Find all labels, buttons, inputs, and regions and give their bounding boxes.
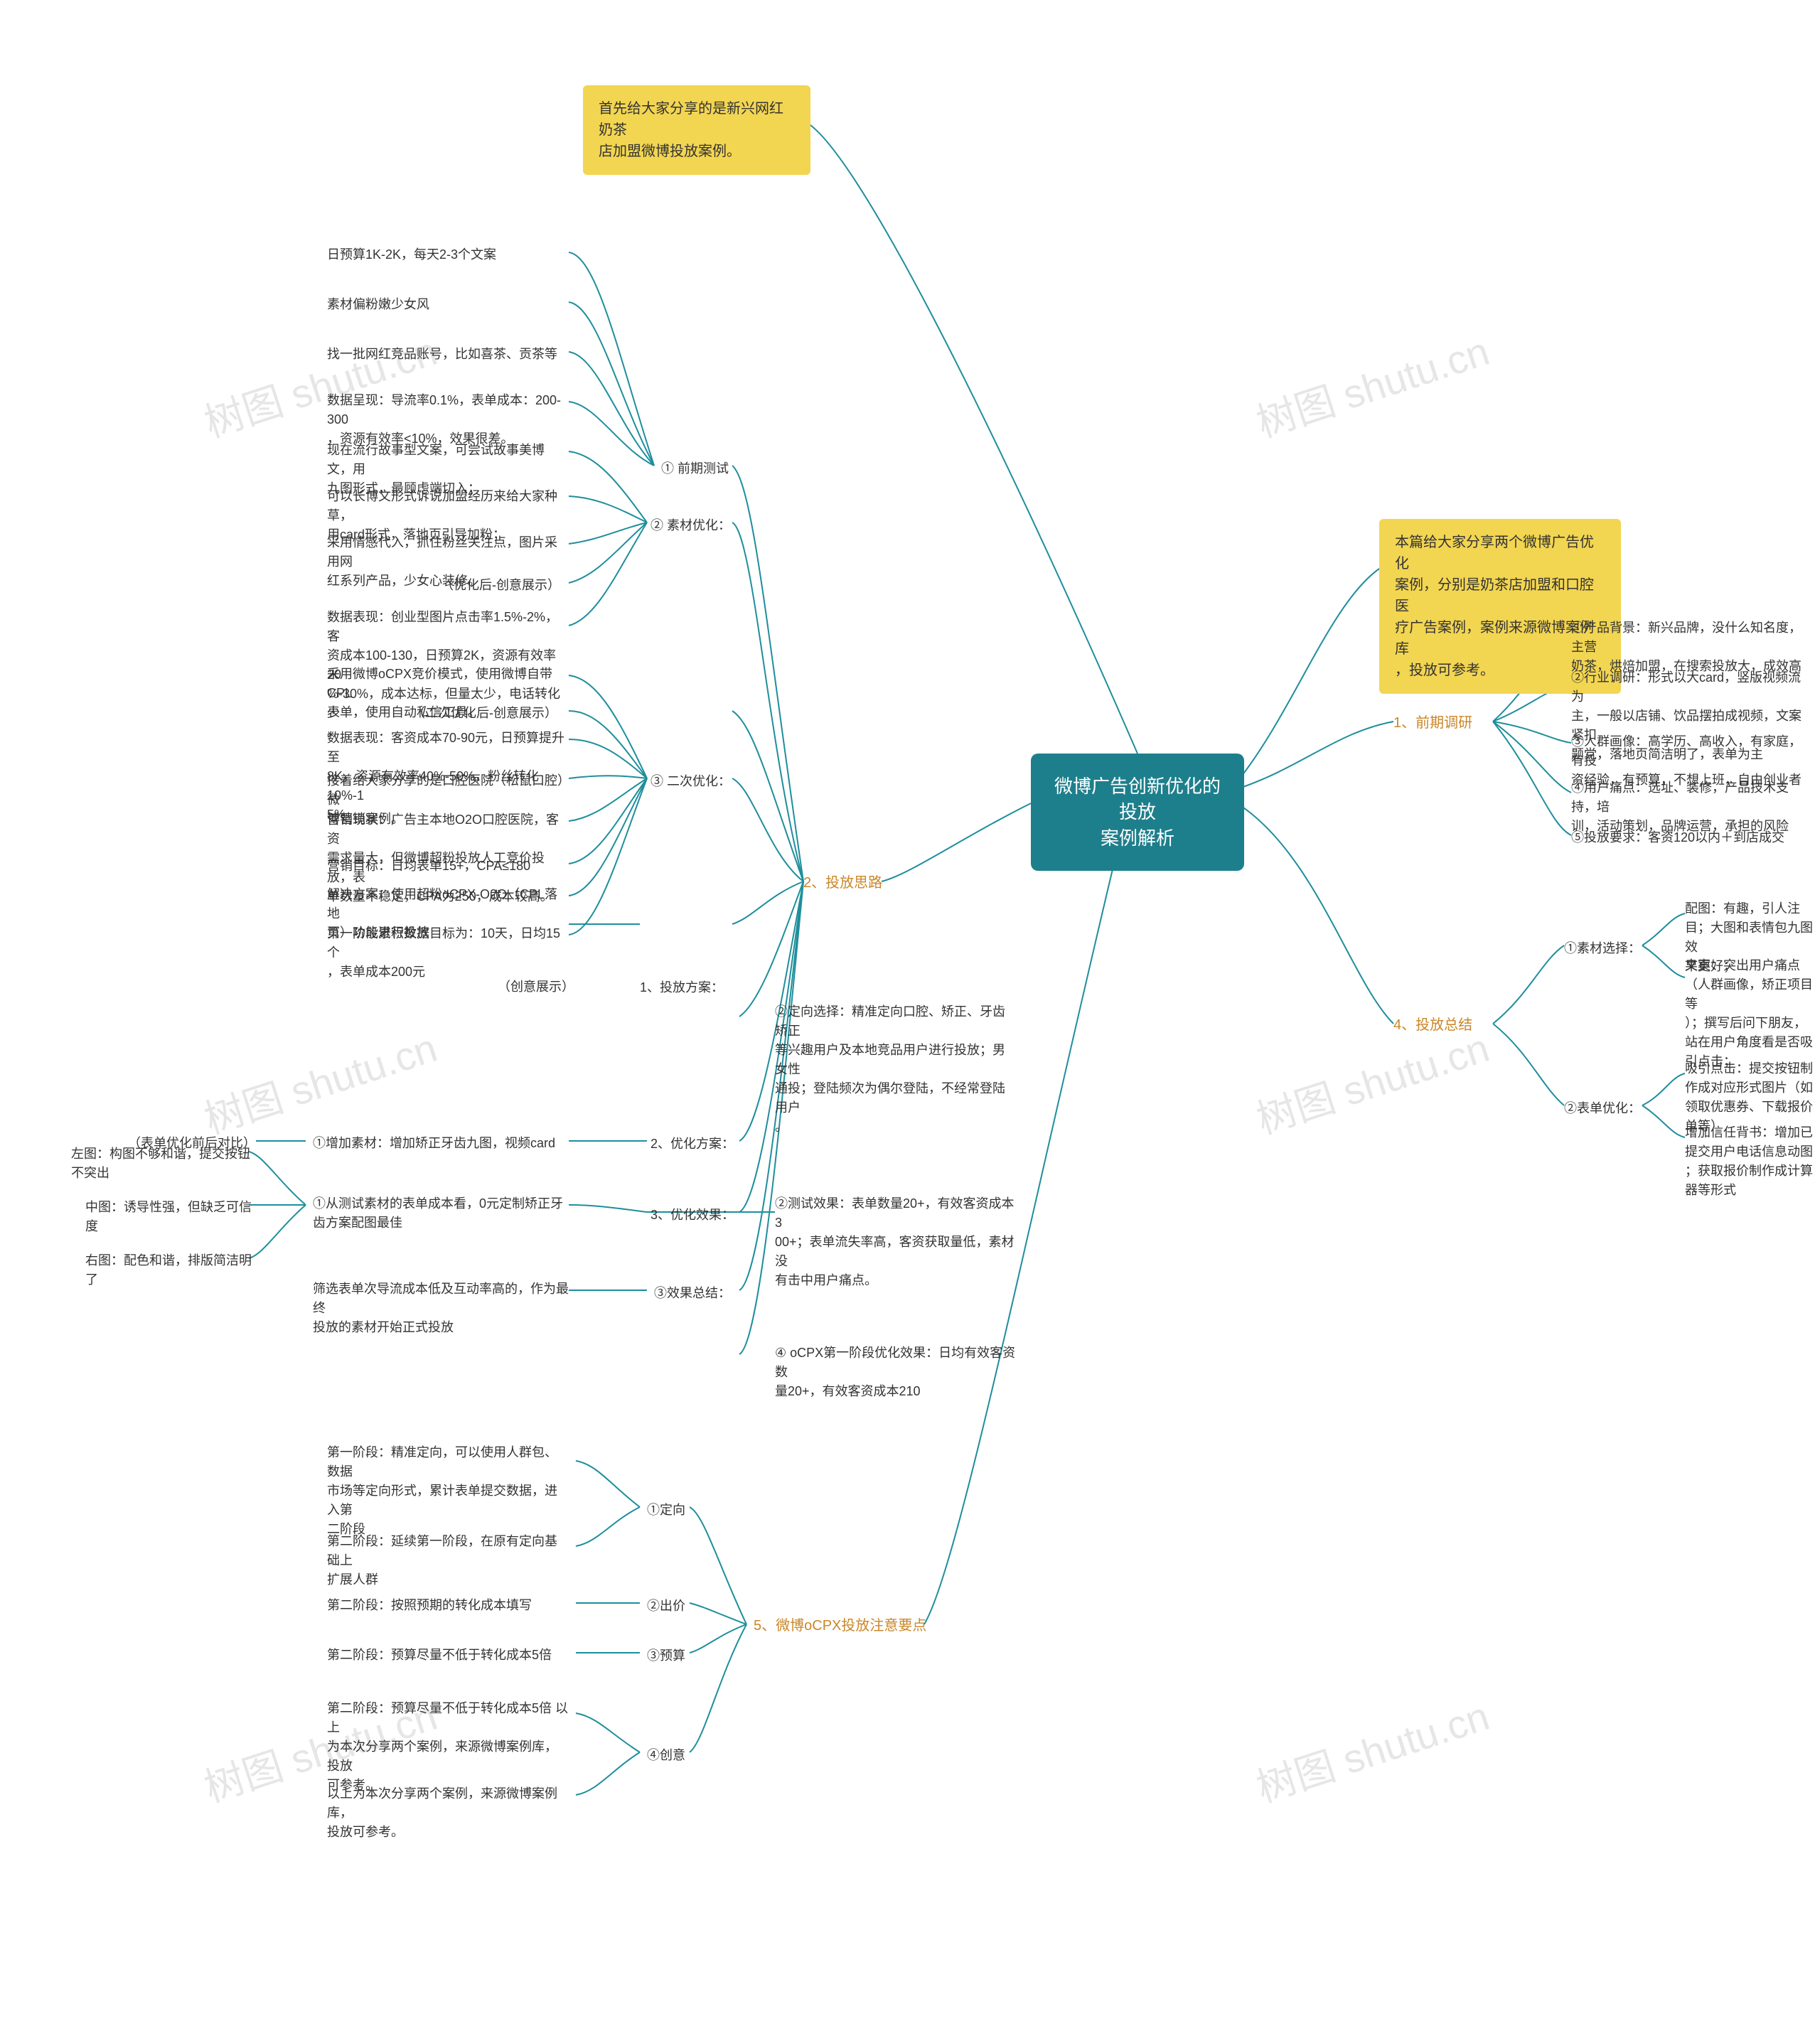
leaf: 找一批网红竞品账号，比如喜茶、贡茶等 — [327, 345, 569, 364]
leaf: （优化后-创意展示） — [441, 576, 583, 595]
leaf: 文案：突出用户痛点（人群画像，矫正项目等 ）；撰写后问下朋友，站在用户角度看是否… — [1685, 956, 1813, 1071]
sub-chujia: ②出价 — [647, 1596, 685, 1614]
watermark: 树图 shutu.cn — [1248, 1017, 1496, 1146]
sub-material: ①素材选择： — [1564, 938, 1641, 957]
leaf: ⑤投放要求：客资120以内＋到店成交 — [1571, 828, 1813, 847]
sub-plan1: 1、投放方案： — [640, 977, 724, 996]
leaf: 筛选表单次导流成本低及互动率高的，作为最终 投放的素材开始正式投放 — [313, 1280, 569, 1337]
leaf: 数据呈现：导流率0.1%，表单成本：200-300 ，资源有效率<10%，效果很… — [327, 391, 569, 449]
sub-second-opt: ③ 二次优化： — [651, 771, 731, 790]
leaf: 营销目标：日均表单15+，CPA≤180 — [327, 857, 569, 876]
leaf: 第二阶段：预算尽量不低于转化成本5倍 以上 为本次分享两个案例，来源微博案例库，… — [327, 1699, 569, 1795]
branch-1: 1、前期调研 — [1393, 711, 1472, 731]
sub-material-opt: ② 素材优化： — [651, 515, 731, 534]
root-node: 微博广告创新优化的投放 案例解析 — [1031, 754, 1244, 871]
leaf: ②定向选择：精准定向口腔、矫正、牙齿矫正 等兴趣用户及本地竞品用户进行投放；男女… — [775, 1002, 1017, 1137]
leaf: 日预算1K-2K，每天2-3个文案 — [327, 245, 569, 264]
leaf: ④ oCPX第一阶段优化效果：日均有效客资数 量20+，有效客资成本210 — [775, 1344, 1017, 1401]
leaf: 以上为本次分享两个案例，来源微博案例库， 投放可参考。 — [327, 1784, 569, 1842]
sub-summary3: ③效果总结： — [654, 1283, 731, 1302]
watermark: 树图 shutu.cn — [1248, 320, 1496, 449]
branch-2: 2、投放思路 — [803, 871, 882, 891]
leaf: 第一阶段累积数据目标为：10天，日均15个 ，表单成本200元 — [327, 924, 569, 982]
sub-plan2: 2、优化方案： — [651, 1134, 734, 1152]
leaf: 第二阶段：延续第一阶段，在原有定向基础上 扩展人群 — [327, 1532, 569, 1590]
leaf: 第二阶段：预算尽量不低于转化成本5倍 — [327, 1646, 569, 1665]
leaf: 第二阶段：按照预期的转化成本填写 — [327, 1596, 569, 1615]
leaf: ②测试效果：表单数量20+，有效客资成本3 00+；表单流失率高，客资获取量低，… — [775, 1194, 1017, 1290]
leaf: 左图：构图不够和谐，提交按钮不突出 — [71, 1144, 256, 1183]
root-title: 微博广告创新优化的投放 案例解析 — [1054, 776, 1221, 849]
leaf: 中图：诱导性强，但缺乏可信度 — [85, 1198, 256, 1236]
summary-top: 首先给大家分享的是新兴网红奶茶 店加盟微博投放案例。 — [583, 85, 810, 175]
branch-5: 5、微博oCPX投放注意要点 — [754, 1614, 926, 1634]
sub-effect3: 3、优化效果： — [651, 1205, 734, 1223]
leaf: 右图：配色和谐，排版简洁明了 — [85, 1251, 256, 1290]
watermark: 树图 shutu.cn — [196, 1017, 444, 1146]
summary-right-text: 本篇给大家分享两个微博广告优化 案例，分别是奶茶店加盟和口腔医 疗广告案例，案例… — [1395, 535, 1594, 678]
leaf: （创意展示） — [498, 977, 611, 997]
branch-4: 4、投放总结 — [1393, 1013, 1472, 1034]
leaf: ①增加素材：增加矫正牙齿九图，视频card — [313, 1134, 569, 1153]
sub-dingxiang: ①定向 — [647, 1500, 685, 1518]
leaf: ④用户痛点：选址、装修，产品技术支持，培 训，活动策划，品牌运营，承担的风险 — [1571, 778, 1813, 836]
leaf: 第一阶段：精准定向，可以使用人群包、数据 市场等定向形式，累计表单提交数据，进入… — [327, 1443, 569, 1539]
summary-top-text: 首先给大家分享的是新兴网红奶茶 店加盟微博投放案例。 — [599, 101, 783, 159]
sub-yusuan: ③预算 — [647, 1646, 685, 1664]
sub-chuangyi: ④创意 — [647, 1745, 685, 1764]
watermark: 树图 shutu.cn — [1248, 1685, 1496, 1814]
sub-form: ②表单优化： — [1564, 1098, 1641, 1117]
leaf: 素材偏粉嫩少女风 — [327, 295, 569, 314]
leaf: ①产品背景：新兴品牌，没什么知名度，主营 奶茶，烘焙加盟，在搜索投放大，成效高 — [1571, 618, 1813, 676]
sub-pretest: ① 前期测试 — [661, 459, 729, 477]
leaf: ①从测试素材的表单成本看，0元定制矫正牙 齿方案配图最佳 — [313, 1194, 569, 1233]
leaf: （二次优化后-创意展示） — [412, 704, 569, 723]
leaf: 增加信任背书：增加已提交用户电话信息动图 ；获取报价制作成计算器等形式 — [1685, 1123, 1813, 1200]
